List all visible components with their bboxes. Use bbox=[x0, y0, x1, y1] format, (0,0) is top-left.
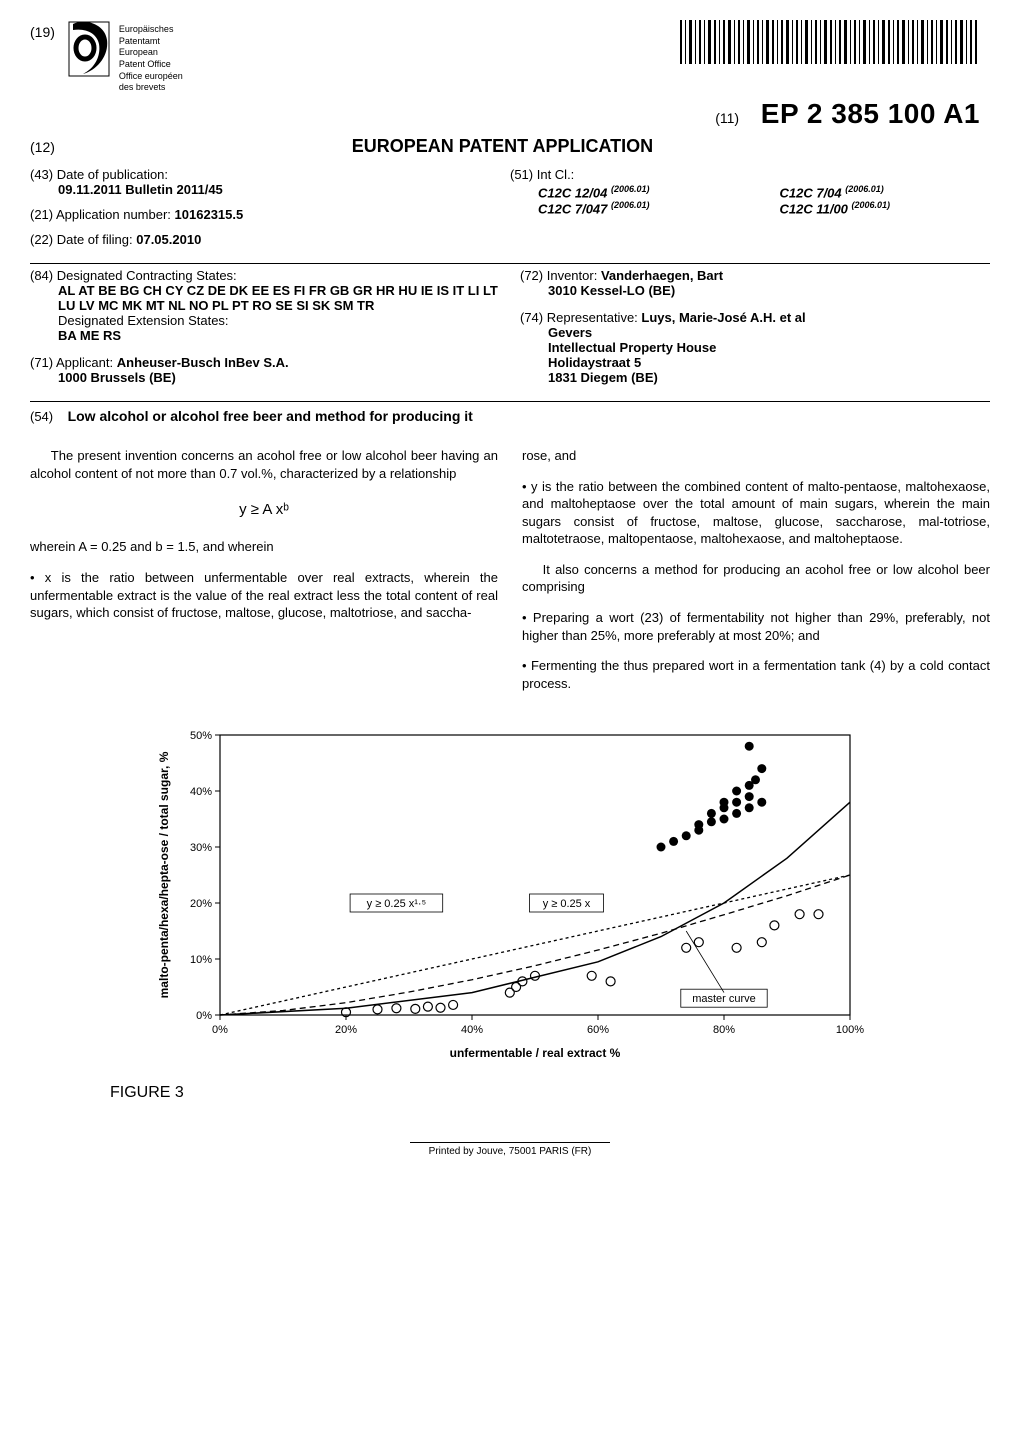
field-label: (51) Int Cl.: bbox=[510, 167, 574, 182]
separator bbox=[30, 263, 990, 264]
date-of-publication: (43) Date of publication: 09.11.2011 Bul… bbox=[30, 167, 510, 197]
abstract-text: • y is the ratio between the combined co… bbox=[522, 478, 990, 548]
field-value: Holidaystraat 5 bbox=[548, 355, 641, 370]
side-publication-number: EP 2 385 100 A1 bbox=[0, 1140, 6, 1321]
invention-title: Low alcohol or alcohol free beer and met… bbox=[68, 408, 473, 424]
svg-text:0%: 0% bbox=[196, 1010, 212, 1022]
field-value: AL AT BE BG CH CY CZ DE DK EE ES FI FR G… bbox=[58, 283, 498, 313]
footer-text: Printed by Jouve, 75001 PARIS (FR) bbox=[429, 1146, 592, 1157]
separator bbox=[30, 401, 990, 402]
field-label: (22) Date of filing: bbox=[30, 232, 133, 247]
field-value: 3010 Kessel-LO (BE) bbox=[548, 283, 675, 298]
epo-logo-icon bbox=[65, 20, 113, 80]
application-number: (21) Application number: 10162315.5 bbox=[30, 207, 510, 222]
abstract-para: The present invention concerns an acohol… bbox=[30, 447, 498, 482]
field-label: (72) Inventor: bbox=[520, 268, 597, 283]
svg-text:30%: 30% bbox=[190, 842, 212, 854]
svg-text:100%: 100% bbox=[836, 1024, 864, 1036]
invention-title-row: (54) Low alcohol or alcohol free beer an… bbox=[30, 408, 990, 424]
field-label: (84) Designated Contracting States: bbox=[30, 268, 237, 283]
abstract-text: • Preparing a wort (23) of fermentabilit… bbox=[522, 609, 990, 644]
representative: (74) Representative: Luys, Marie-José A.… bbox=[520, 310, 990, 385]
svg-text:20%: 20% bbox=[335, 1024, 357, 1036]
designated-states: (84) Designated Contracting States: AL A… bbox=[30, 268, 500, 343]
abstract-text: wherein A = 0.25 and b = 1.5, and wherei… bbox=[30, 538, 498, 556]
parties-block: (84) Designated Contracting States: AL A… bbox=[30, 268, 990, 397]
header-row: (19) Europäisches Patentamt European Pat… bbox=[30, 20, 990, 94]
abstract-text: • x is the ratio between unfermentable o… bbox=[30, 569, 498, 622]
office-names: Europäisches Patentamt European Patent O… bbox=[119, 24, 183, 94]
abstract-text: The present invention concerns an acohol… bbox=[30, 448, 498, 481]
svg-text:80%: 80% bbox=[713, 1024, 735, 1036]
field-value: 1000 Brussels (BE) bbox=[58, 370, 176, 385]
date-of-filing: (22) Date of filing: 07.05.2010 bbox=[30, 232, 510, 247]
abstract-text: • Fermenting the thus prepared wort in a… bbox=[522, 657, 990, 692]
office-line: Europäisches bbox=[119, 24, 183, 36]
epo-logo-block: Europäisches Patentamt European Patent O… bbox=[65, 20, 183, 94]
svg-text:40%: 40% bbox=[461, 1024, 483, 1036]
field-value: 10162315.5 bbox=[175, 207, 244, 222]
office-line: Office européen bbox=[119, 71, 183, 83]
field-label: (71) Applicant: bbox=[30, 355, 113, 370]
applicant: (71) Applicant: Anheuser-Busch InBev S.A… bbox=[30, 355, 500, 385]
meta-block: (43) Date of publication: 09.11.2011 Bul… bbox=[30, 167, 990, 257]
office-line: des brevets bbox=[119, 82, 183, 94]
abstract-block: The present invention concerns an acohol… bbox=[30, 434, 990, 705]
code-54: (54) bbox=[30, 409, 53, 424]
publication-number: EP 2 385 100 A1 bbox=[761, 98, 980, 129]
pub-label: (11) bbox=[715, 110, 739, 126]
svg-text:50%: 50% bbox=[190, 730, 212, 742]
formula: y ≥ A xᵇ bbox=[30, 500, 498, 520]
abstract-text: rose, and bbox=[522, 447, 990, 465]
application-title: EUROPEAN PATENT APPLICATION bbox=[15, 136, 990, 157]
office-line: Patent Office bbox=[119, 59, 183, 71]
field-value: Luys, Marie-José A.H. et al bbox=[641, 310, 805, 325]
office-line: Patentamt bbox=[119, 36, 183, 48]
field-label: Designated Extension States: bbox=[58, 313, 500, 328]
field-label: (43) Date of publication: bbox=[30, 167, 168, 182]
ipc-code: C12C 7/04 (2006.01) bbox=[779, 184, 990, 200]
svg-text:y ≥ 0.25 x¹·⁵: y ≥ 0.25 x¹·⁵ bbox=[367, 898, 427, 910]
field-value: BA ME RS bbox=[58, 328, 121, 343]
field-value: Gevers bbox=[548, 325, 592, 340]
figure-label: FIGURE 3 bbox=[110, 1084, 990, 1102]
field-value: 07.05.2010 bbox=[136, 232, 201, 247]
figure-3-chart: 0% 20% 40% 60% 80% 100% 0% 10% 20% 30% 40% 50% unfer… bbox=[30, 725, 990, 1068]
svg-text:master curve: master curve bbox=[692, 993, 756, 1005]
svg-text:10%: 10% bbox=[190, 954, 212, 966]
chart-svg: 0% 20% 40% 60% 80% 100% 0% 10% 20% 30% 40% 50% unfer… bbox=[150, 725, 870, 1065]
svg-text:60%: 60% bbox=[587, 1024, 609, 1036]
svg-text:0%: 0% bbox=[212, 1024, 228, 1036]
field-value: 1831 Diegem (BE) bbox=[548, 370, 658, 385]
office-line: European bbox=[119, 47, 183, 59]
footer: Printed by Jouve, 75001 PARIS (FR) bbox=[30, 1142, 990, 1157]
publication-number-line: (11) EP 2 385 100 A1 bbox=[30, 98, 980, 130]
field-label: (74) Representative: bbox=[520, 310, 638, 325]
svg-text:40%: 40% bbox=[190, 786, 212, 798]
ipc-code: C12C 7/047 (2006.01) bbox=[538, 200, 749, 216]
field-value: 09.11.2011 Bulletin 2011/45 bbox=[58, 182, 223, 197]
svg-text:unfermentable / real extract %: unfermentable / real extract % bbox=[450, 1046, 621, 1060]
title-row: (12) EUROPEAN PATENT APPLICATION bbox=[30, 136, 990, 157]
field-value: Vanderhaegen, Bart bbox=[601, 268, 723, 283]
int-cl: (51) Int Cl.: C12C 12/04 (2006.01) C12C … bbox=[510, 167, 990, 217]
ipc-code: C12C 12/04 (2006.01) bbox=[538, 184, 749, 200]
abstract-text: It also concerns a method for producing … bbox=[522, 561, 990, 596]
field-value: Anheuser-Busch InBev S.A. bbox=[117, 355, 289, 370]
field-value: Intellectual Property House bbox=[548, 340, 716, 355]
code-19: (19) bbox=[30, 24, 55, 40]
field-label: (21) Application number: bbox=[30, 207, 171, 222]
barcode-icon bbox=[680, 20, 980, 64]
ipc-code: C12C 11/00 (2006.01) bbox=[779, 200, 990, 216]
svg-text:20%: 20% bbox=[190, 898, 212, 910]
svg-text:malto-penta/hexa/hepta-ose / t: malto-penta/hexa/hepta-ose / total sugar… bbox=[157, 751, 171, 998]
svg-text:y ≥ 0.25 x: y ≥ 0.25 x bbox=[543, 898, 591, 910]
inventor: (72) Inventor: Vanderhaegen, Bart 3010 K… bbox=[520, 268, 990, 298]
